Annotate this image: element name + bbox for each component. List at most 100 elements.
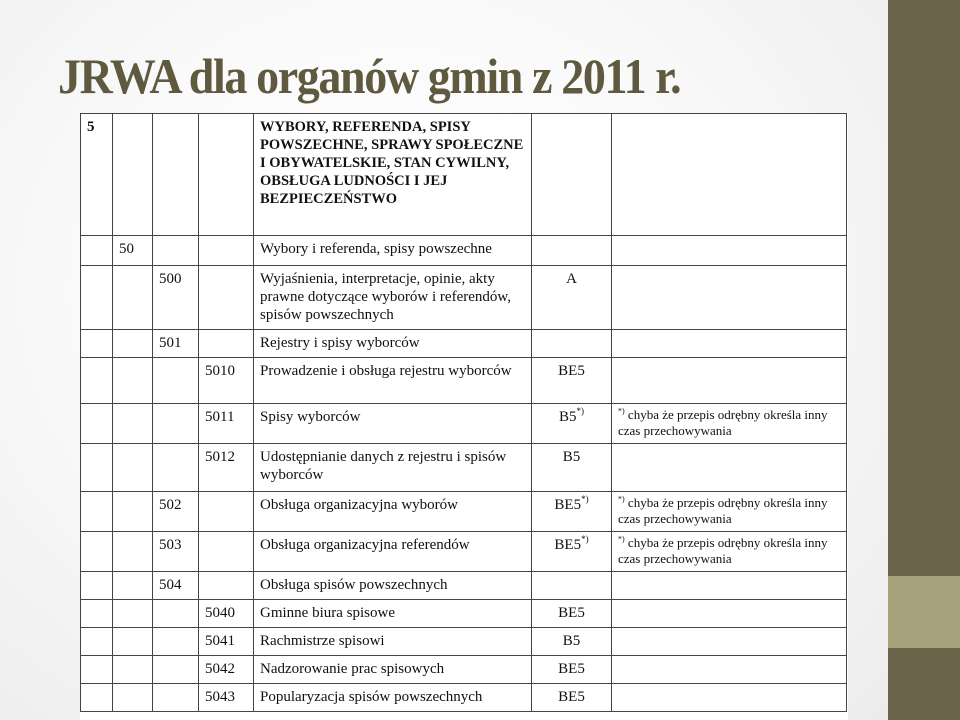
category-cell: BE5 — [531, 655, 612, 684]
class-name-cell: Obsługa organizacyjna wyborów — [253, 491, 532, 532]
symbol-level-2-cell — [112, 113, 153, 236]
symbol-level-1-cell — [80, 683, 113, 712]
symbol-level-3-cell: 501 — [152, 329, 199, 358]
symbol-level-1-cell — [80, 491, 113, 532]
symbol-level-2-cell — [112, 571, 153, 600]
symbol-level-3-cell: 504 — [152, 571, 199, 600]
symbol-level-3-cell — [152, 683, 199, 712]
note-cell — [611, 599, 847, 628]
symbol-level-3-cell — [152, 113, 199, 236]
note-cell — [611, 265, 847, 330]
symbol-level-1-cell — [80, 655, 113, 684]
symbol-level-4-cell — [198, 235, 254, 266]
symbol-level-3-cell: 502 — [152, 491, 199, 532]
symbol-level-4-cell: 5010 — [198, 357, 254, 404]
note-cell — [611, 113, 847, 236]
symbol-level-2-cell: 50 — [112, 235, 153, 266]
category-footnote-mark: *) — [576, 406, 585, 416]
table-row: 50 Wybory i referenda, spisy powszechne — [80, 235, 847, 266]
class-name-cell: Obsługa spisów powszechnych — [253, 571, 532, 600]
table-row: 5043 Popularyzacja spisów powszechnych BE5 — [80, 683, 847, 712]
symbol-level-1-cell — [80, 265, 113, 330]
symbol-level-2-cell — [112, 627, 153, 656]
class-name-cell: Rachmistrze spisowi — [253, 627, 532, 656]
symbol-level-1-cell — [80, 329, 113, 358]
category-cell — [531, 113, 612, 236]
symbol-level-2-cell — [112, 683, 153, 712]
symbol-level-1-cell — [80, 403, 113, 444]
symbol-level-4-cell — [198, 491, 254, 532]
category-cell: BE5*) — [531, 531, 612, 572]
side-band-bottom — [888, 648, 960, 720]
category-cell: A — [531, 265, 612, 330]
symbol-level-2-cell — [112, 655, 153, 684]
note-cell — [611, 627, 847, 656]
category-cell — [531, 571, 612, 600]
category-cell: BE5 — [531, 357, 612, 404]
class-name-cell: Spisy wyborców — [253, 403, 532, 444]
symbol-level-3-cell — [152, 403, 199, 444]
symbol-level-1-cell — [80, 531, 113, 572]
note-text: chyba że przepis odrębny określa inny cz… — [618, 495, 828, 526]
note-cell — [611, 655, 847, 684]
note-cell — [611, 443, 847, 492]
class-name-cell: WYBORY, REFERENDA, SPISY POWSZECHNE, SPR… — [253, 113, 532, 236]
category-cell — [531, 235, 612, 266]
symbol-level-4-cell — [198, 571, 254, 600]
symbol-level-2-cell — [112, 599, 153, 628]
symbol-level-2-cell — [112, 443, 153, 492]
table-row: 500 Wyjaśnienia, interpretacje, opinie, a… — [80, 265, 847, 330]
symbol-level-4-cell — [198, 531, 254, 572]
category-cell: BE5*) — [531, 491, 612, 532]
symbol-level-2-cell — [112, 357, 153, 404]
note-text: chyba że przepis odrębny określa inny cz… — [618, 407, 828, 438]
category-cell: B5 — [531, 627, 612, 656]
table-row: 504 Obsługa spisów powszechnych — [80, 571, 847, 600]
symbol-level-2-cell — [112, 265, 153, 330]
category-value: B5 — [562, 633, 581, 649]
jrwa-table: 5 WYBORY, REFERENDA, SPISY POWSZECHNE, SP… — [80, 113, 847, 712]
symbol-level-4-cell — [198, 329, 254, 358]
category-value: BE5 — [558, 661, 585, 677]
symbol-level-2-cell — [112, 531, 153, 572]
symbol-level-4-cell: 5041 — [198, 627, 254, 656]
symbol-level-1-cell — [80, 443, 113, 492]
class-name-cell: Wyjaśnienia, interpretacje, opinie, akty… — [253, 265, 532, 330]
symbol-level-4-cell — [198, 113, 254, 236]
category-cell: BE5 — [531, 683, 612, 712]
symbol-level-3-cell — [152, 443, 199, 492]
side-band-top — [888, 0, 960, 576]
symbol-level-1-cell — [80, 571, 113, 600]
note-cell — [611, 357, 847, 404]
note-cell: *) chyba że przepis odrębny określa inny… — [611, 403, 847, 444]
slide-title: JRWA dla organów gmin z 2011 r. — [58, 48, 682, 104]
symbol-level-1-cell: 5 — [80, 113, 113, 236]
symbol-level-3-cell: 500 — [152, 265, 199, 330]
note-footnote-mark: *) — [618, 534, 625, 544]
table-row: 5010 Prowadzenie i obsługa rejestru wybor… — [80, 357, 847, 404]
table-row: 503 Obsługa organizacyjna referendów BE5*)… — [80, 531, 847, 572]
document-scan: 5 WYBORY, REFERENDA, SPISY POWSZECHNE, SP… — [80, 113, 848, 720]
category-cell: B5*) — [531, 403, 612, 444]
note-cell — [611, 329, 847, 358]
symbol-level-4-cell: 5040 — [198, 599, 254, 628]
symbol-level-3-cell — [152, 235, 199, 266]
category-value: BE5 — [558, 605, 585, 621]
class-name-cell: Wybory i referenda, spisy powszechne — [253, 235, 532, 266]
category-footnote-mark: *) — [581, 534, 589, 544]
class-name-cell: Udostępnianie danych z rejestru i spisów… — [253, 443, 532, 492]
symbol-level-1-cell — [80, 357, 113, 404]
symbol-level-3-cell — [152, 357, 199, 404]
note-footnote-mark: *) — [618, 494, 625, 504]
symbol-level-3-cell — [152, 627, 199, 656]
symbol-level-1-cell — [80, 627, 113, 656]
category-value: B5 — [558, 409, 577, 425]
class-name-cell: Obsługa organizacyjna referendów — [253, 531, 532, 572]
note-cell — [611, 235, 847, 266]
symbol-level-4-cell: 5043 — [198, 683, 254, 712]
symbol-level-3-cell — [152, 599, 199, 628]
table-row: 5042 Nadzorowanie prac spisowych BE5 — [80, 655, 847, 684]
note-cell: *) chyba że przepis odrębny określa inny… — [611, 531, 847, 572]
class-name-cell: Prowadzenie i obsługa rejestru wyborców — [253, 357, 532, 404]
category-value: BE5 — [558, 689, 585, 705]
